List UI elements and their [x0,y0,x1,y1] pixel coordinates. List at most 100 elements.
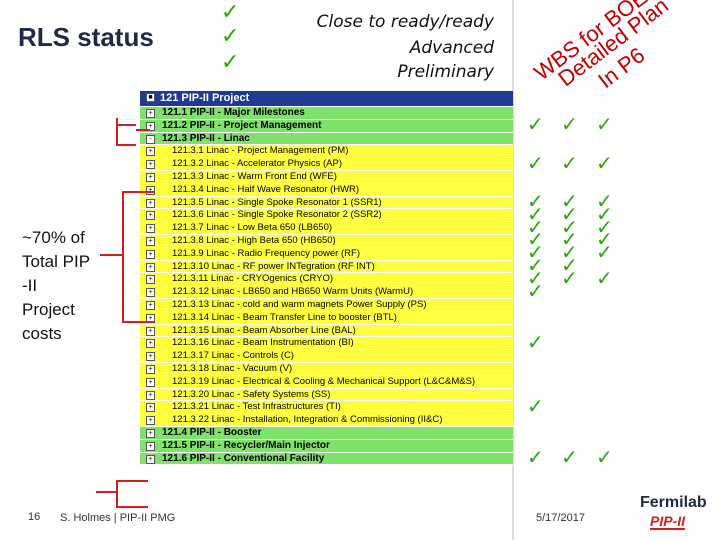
expand-icon[interactable]: + [146,288,155,298]
wbs-subitem-row[interactable]: +121.3.11 Linac - CRYOgenics (CRYO) [140,273,513,287]
wbs-item-row[interactable]: +121.4 PIP-II - Booster [140,426,513,440]
wbs-item-label: 121.6 PIP-II - Conventional Facility [162,452,325,464]
expand-icon[interactable]: + [146,121,155,131]
wbs-subitem-row[interactable]: +121.3.9 Linac - Radio Frequency power (… [140,247,513,261]
wbs-item-label: 121.3.14 Linac - Beam Transfer Line to b… [172,311,397,323]
expand-icon[interactable]: + [146,249,155,259]
wbs-item-label: 121.5 PIP-II - Recycler/Main Injector [162,439,330,451]
expand-icon[interactable]: + [146,109,155,118]
check-icon: ✓ [527,252,544,277]
wbs-subitem-row[interactable]: +121.3.19 Linac - Electrical & Cooling &… [140,375,513,389]
wbs-subitem-row[interactable]: +121.3.4 Linac - Half Wave Resonator (HW… [140,183,513,197]
wbs-item-label: 121.3.18 Linac - Vacuum (V) [172,362,293,374]
check-icon: ✓ [596,265,613,290]
wbs-item-row[interactable]: +121.2 PIP-II - Project Management [140,119,513,133]
expand-icon[interactable]: + [146,403,155,413]
wbs-subitem-row[interactable]: +121.3.5 Linac - Single Spoke Resonator … [140,196,513,210]
wbs-subitem-row[interactable]: +121.3.10 Linac - RF power INTegration (… [140,260,513,274]
expand-icon[interactable]: + [146,454,155,464]
check-icon: ✓ [561,201,578,226]
wbs-item-label: 121.3.17 Linac - Controls (C) [172,350,294,362]
wbs-item-label: 121.3.3 Linac - Warm Front End (WFE) [172,170,337,182]
check-icon: ✓ [527,150,544,175]
wbs-subitem-row[interactable]: +121.3.20 Linac - Safety Systems (SS) [140,388,513,402]
expand-icon[interactable]: + [146,377,155,387]
page-title: RLS status [18,22,154,52]
expand-icon[interactable]: + [146,160,155,170]
expand-icon[interactable]: + [146,262,155,272]
wbs-subitem-row[interactable]: +121.3.3 Linac - Warm Front End (WFE) [140,170,513,184]
wbs-item-label: 121.3.1 Linac - Project Management (PM) [172,145,349,157]
expand-icon[interactable]: + [146,416,155,426]
wbs-item-row[interactable]: +121.1 PIP-II - Major Milestones [140,107,513,120]
wbs-subitem-row[interactable]: +121.3.18 Linac - Vacuum (V) [140,362,513,376]
expand-icon[interactable]: + [146,147,155,157]
wbs-subitem-row[interactable]: +121.3.7 Linac - Low Beta 650 (LB650) [140,222,513,235]
expand-icon[interactable]: + [146,364,155,374]
expand-icon[interactable]: + [146,224,155,234]
legend-label-ready: Close to ready/ready [316,12,494,32]
wbs-item-label: 121.3.12 Linac - LB650 and HB650 Warm Un… [172,286,414,298]
bracket-linac [122,191,154,323]
page-number: 16 [28,511,41,523]
check-icon: ✓ [561,150,578,175]
wbs-item-label: 121 PIP-II Project [160,92,250,104]
wbs-subitem-row[interactable]: +121.3.12 Linac - LB650 and HB650 Warm U… [140,286,513,299]
check-icon: ✓ [596,112,613,137]
expand-icon[interactable]: + [146,428,155,438]
wbs-item-label: 121.4 PIP-II - Booster [162,426,262,438]
wbs-item-row[interactable]: -121.3 PIP-II - Linac [140,132,513,146]
check-icon: ✓ [527,393,544,418]
wbs-subitem-row[interactable]: +121.3.15 Linac - Beam Absorber Line (BA… [140,324,513,338]
wbs-tree: ■ 121 PIP-II Project +121.1 PIP-II - Major… [140,91,513,466]
wbs-subitem-row[interactable]: +121.3.6 Linac - Single Spoke Resonator … [140,209,513,223]
bracket-pm-pointer [136,129,150,131]
wbs-subitem-row[interactable]: +121.3.1 Linac - Project Management (PM) [140,145,513,159]
check-icon: ✓ [527,112,544,137]
wbs-item-label: 121.3.16 Linac - Beam Instrumentation (B… [172,337,354,349]
expand-icon[interactable]: + [146,300,155,310]
expand-icon[interactable]: + [146,441,155,451]
expand-icon[interactable]: + [146,185,155,195]
wbs-subitem-row[interactable]: +121.3.8 Linac - High Beta 650 (HB650) [140,234,513,248]
expand-icon[interactable]: + [146,326,155,336]
check-icon: ✓ [527,329,544,354]
check-icon: ✓ [561,227,578,252]
wbs-item-row[interactable]: +121.6 PIP-II - Conventional Facility [140,452,513,466]
wbs-subitem-row[interactable]: +121.3.17 Linac - Controls (C) [140,350,513,363]
collapse-icon[interactable]: - [146,134,155,144]
wbs-item-label: 121.1 PIP-II - Major Milestones [162,107,305,118]
check-icon: ✓ [527,188,544,213]
expand-icon[interactable]: + [146,390,155,400]
expand-icon[interactable]: + [146,352,155,362]
wbs-item-label: 121.3.9 Linac - Radio Frequency power (R… [172,247,360,259]
check-icon: ✓ [596,188,613,213]
wbs-item-row[interactable]: +121.5 PIP-II - Recycler/Main Injector [140,439,513,453]
check-icon: ✓ [561,112,578,137]
wbs-subitem-row[interactable]: +121.3.22 Linac - Installation, Integrat… [140,414,513,427]
pip-ii-logo: PIP-II [650,513,686,530]
wbs-subitem-row[interactable]: +121.3.14 Linac - Beam Transfer Line to … [140,311,513,325]
expand-icon[interactable]: + [146,275,155,285]
root-icon[interactable]: ■ [146,93,155,102]
check-icon: ✓ [527,278,544,303]
wbs-subitem-row[interactable]: +121.3.16 Linac - Beam Instrumentation (… [140,337,513,351]
check-icon: ✓ [221,0,240,25]
expand-icon[interactable]: + [146,339,155,349]
check-icon: ✓ [596,150,613,175]
bracket-linac-pointer [100,254,122,256]
wbs-subitem-row[interactable]: +121.3.2 Linac - Accelerator Physics (AP… [140,158,513,171]
expand-icon[interactable]: + [146,211,155,221]
check-icon: ✓ [221,50,240,75]
wbs-item-label: 121.2 PIP-II - Project Management [162,119,322,131]
expand-icon[interactable]: + [146,236,155,246]
expand-icon[interactable]: + [146,172,155,182]
wbs-item-label: 121.3.8 Linac - High Beta 650 (HB650) [172,234,336,246]
wbs-item-row[interactable]: ■ 121 PIP-II Project [140,91,513,107]
wbs-subitem-row[interactable]: +121.3.21 Linac - Test Infrastructures (… [140,401,513,415]
wbs-subitem-row[interactable]: +121.3.13 Linac - cold and warm magnets … [140,298,513,312]
bracket-recycler [116,480,148,508]
divider-line [512,0,514,540]
check-icon: ✓ [527,444,544,469]
expand-icon[interactable]: + [146,198,155,208]
